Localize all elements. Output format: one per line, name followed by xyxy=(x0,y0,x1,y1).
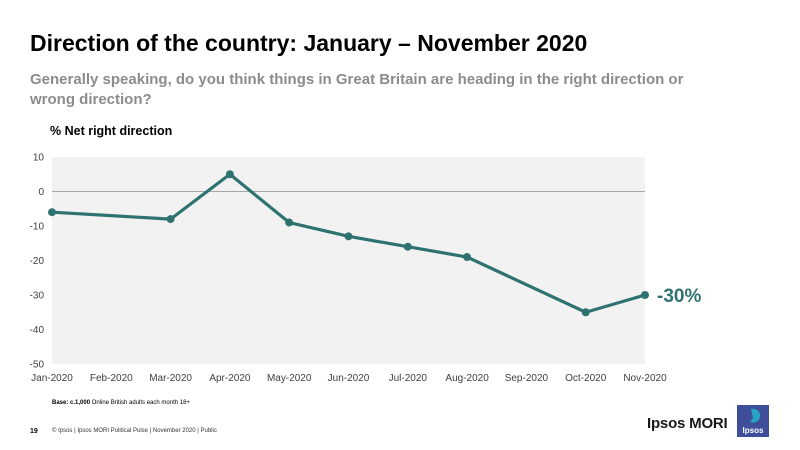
x-tick-label: Aug-2020 xyxy=(445,373,489,384)
y-axis-label: % Net right direction xyxy=(50,124,173,138)
x-tick-label: May-2020 xyxy=(267,373,312,384)
page-title: Direction of the country: January – Nove… xyxy=(30,30,588,56)
y-tick-label: -20 xyxy=(30,256,45,267)
legal-footer: © Ipsos | Ipsos MORI Political Pulse | N… xyxy=(52,428,217,434)
logo-text: Ipsos xyxy=(743,426,764,435)
data-point xyxy=(166,215,175,224)
brand-name: Ipsos MORI xyxy=(647,415,728,432)
y-tick-label: -30 xyxy=(30,291,45,302)
x-tick-label: Oct-2020 xyxy=(565,373,607,384)
data-point xyxy=(581,308,590,317)
y-tick-label: -50 xyxy=(30,360,45,371)
base-note: Base: c.1,000 Online British adults each… xyxy=(52,400,190,406)
data-point xyxy=(641,291,649,299)
data-point xyxy=(403,242,412,251)
plot-area xyxy=(52,157,645,364)
data-point xyxy=(344,232,353,241)
y-tick-label: -10 xyxy=(30,222,45,233)
x-tick-label: Sep-2020 xyxy=(505,373,549,384)
data-point xyxy=(463,253,472,262)
y-tick-label: -40 xyxy=(30,325,45,336)
x-tick-label: Nov-2020 xyxy=(623,373,667,384)
y-tick-label: 10 xyxy=(33,153,45,164)
y-tick-label: 0 xyxy=(38,187,44,198)
end-value-label: -30% xyxy=(657,286,701,307)
data-point xyxy=(48,208,56,217)
data-point xyxy=(285,218,294,227)
x-tick-label: Feb-2020 xyxy=(90,373,133,384)
base-note-text: Online British adults each month 18+ xyxy=(90,400,190,406)
ipsos-logo-icon: Ipsos xyxy=(737,405,769,437)
x-tick-label: Jul-2020 xyxy=(389,373,428,384)
x-tick-label: Mar-2020 xyxy=(149,373,192,384)
x-tick-label: Jun-2020 xyxy=(328,373,370,384)
x-tick-label: Apr-2020 xyxy=(209,373,251,384)
x-tick-label: Jan-2020 xyxy=(31,373,73,384)
base-note-bold: Base: c.1,000 xyxy=(52,400,91,406)
data-point xyxy=(225,170,234,179)
page-number: 19 xyxy=(30,428,38,435)
page-subtitle: Generally speaking, do you think things … xyxy=(30,71,684,108)
